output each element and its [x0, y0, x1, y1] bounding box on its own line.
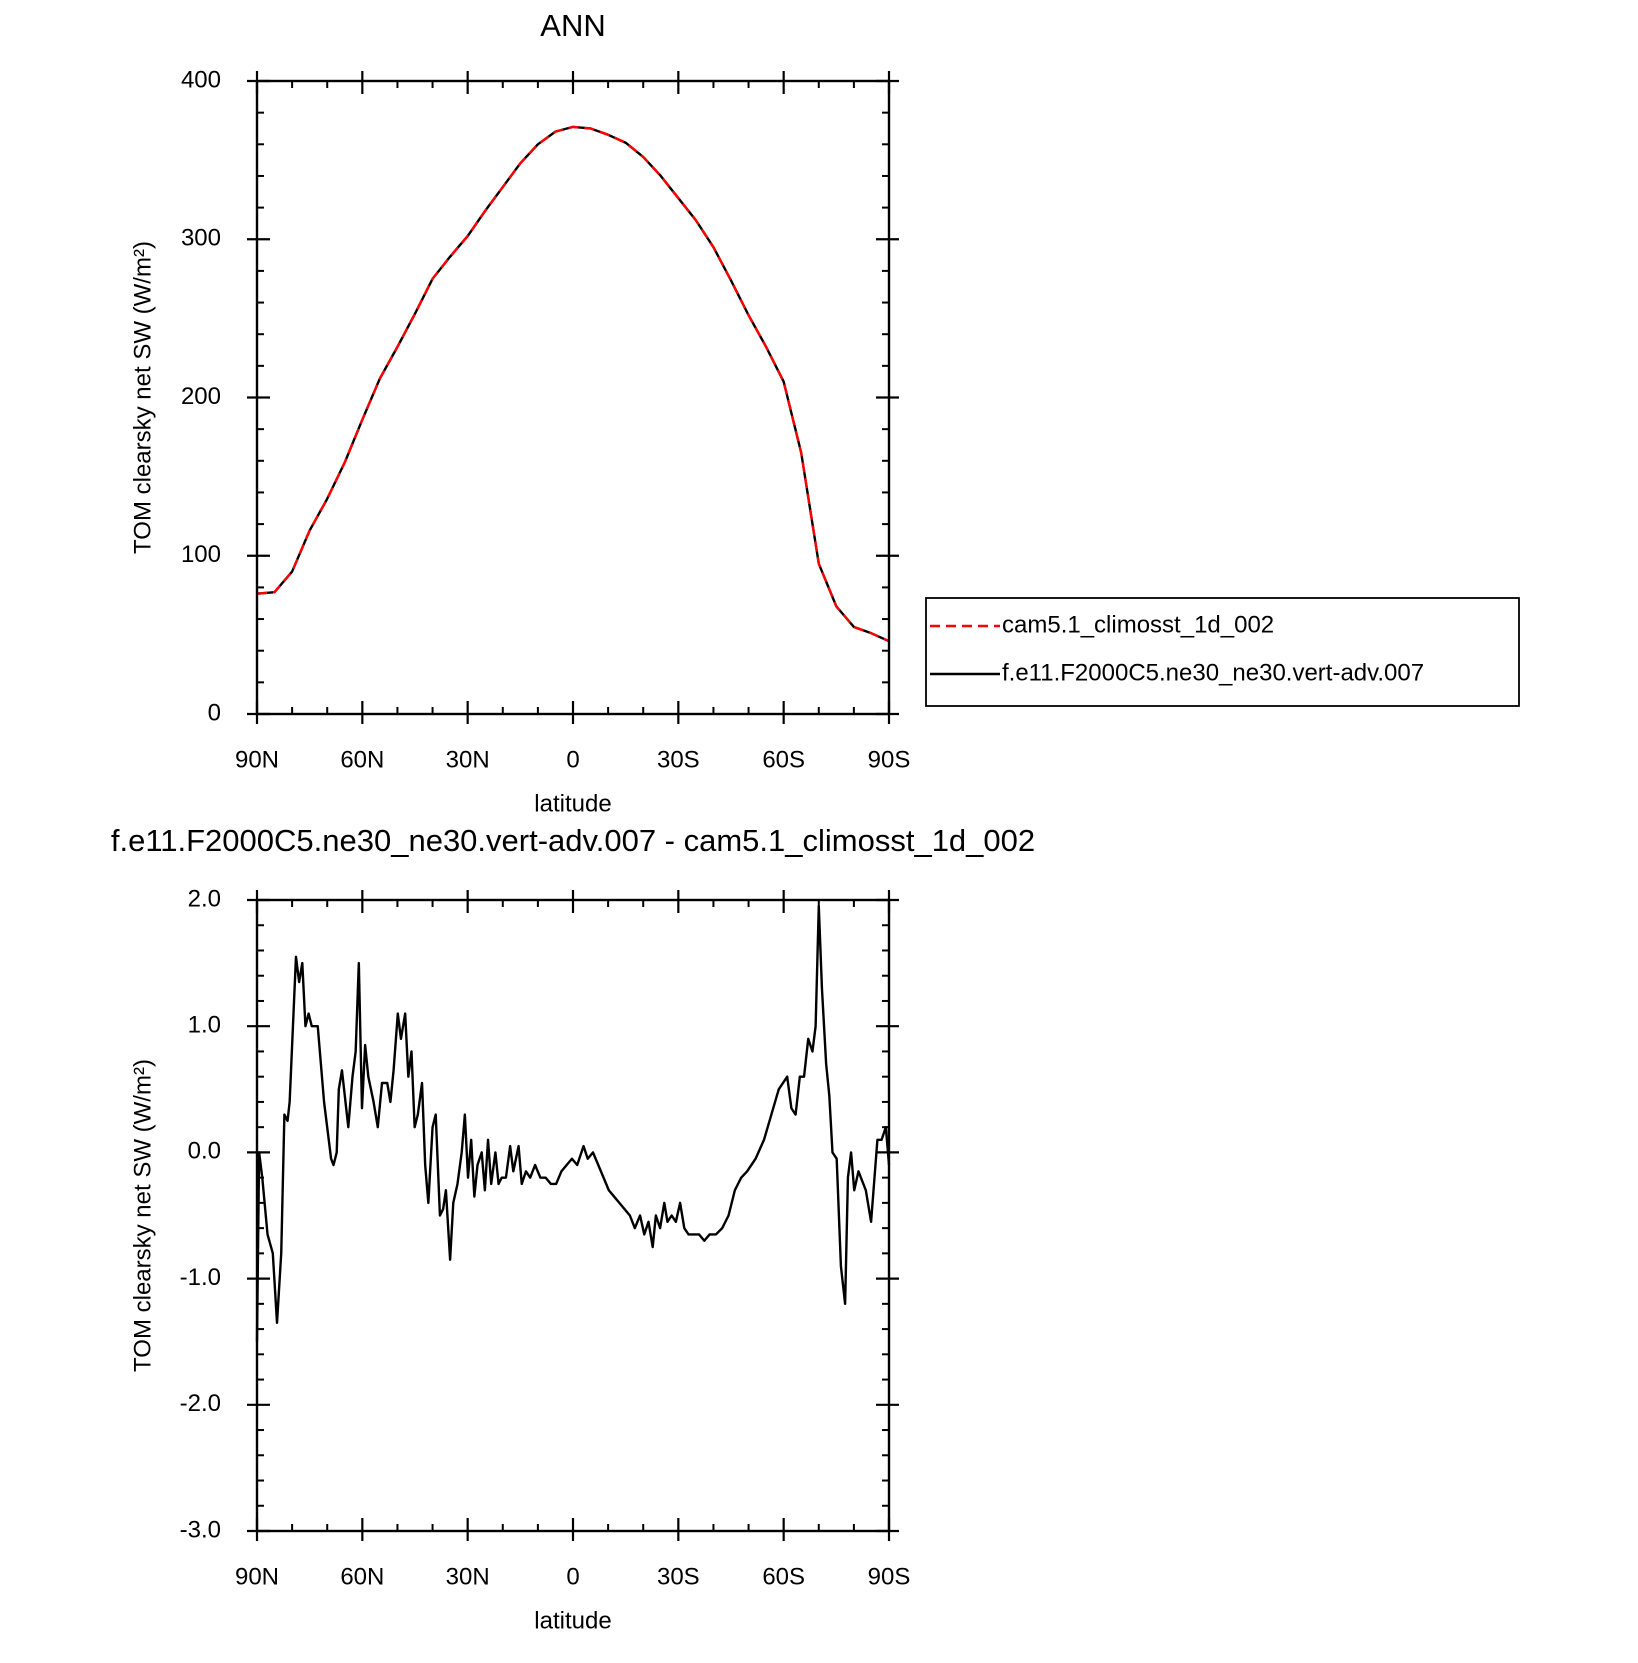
- y-tick-label: 100: [181, 541, 221, 568]
- y-tick-label: -3.0: [180, 1516, 221, 1543]
- y-tick-label: -2.0: [180, 1390, 221, 1417]
- chart-title: f.e11.F2000C5.ne30_ne30.vert-adv.007 - c…: [111, 823, 1035, 858]
- x-axis-label: latitude: [534, 790, 611, 817]
- x-tick-label: 60N: [340, 746, 384, 773]
- y-tick-label: 2.0: [188, 885, 221, 912]
- legend-box: [925, 597, 1520, 707]
- x-tick-label: 90N: [235, 746, 279, 773]
- x-tick-label: 0: [566, 746, 579, 773]
- series-line: [256, 125, 890, 643]
- series-line: [256, 125, 890, 643]
- y-tick-label: 400: [181, 66, 221, 93]
- plot-frame: [255, 79, 891, 716]
- x-tick-label: 90N: [235, 1563, 279, 1590]
- y-tick-label: 200: [181, 383, 221, 410]
- y-tick-label: 300: [181, 225, 221, 252]
- y-tick-label: -1.0: [180, 1264, 221, 1291]
- legend-label: f.e11.F2000C5.ne30_ne30.vert-adv.007: [1002, 659, 1424, 686]
- legend-label: cam5.1_climosst_1d_002: [1002, 611, 1274, 638]
- data-line: [255, 905, 891, 1342]
- x-tick-label: 30S: [657, 1563, 700, 1590]
- y-tick-label: 0: [208, 699, 221, 726]
- y-axis-label: TOM clearsky net SW (W/m²): [129, 241, 156, 554]
- x-tick-label: 60S: [762, 746, 805, 773]
- x-tick-label: 60S: [762, 1563, 805, 1590]
- x-tick-label: 90S: [868, 746, 911, 773]
- y-tick-label: 1.0: [188, 1012, 221, 1039]
- x-axis-label: latitude: [534, 1607, 611, 1634]
- y-axis-label: TOM clearsky net SW (W/m²): [129, 1059, 156, 1372]
- x-tick-label: 60N: [340, 1563, 384, 1590]
- x-tick-label: 90S: [868, 1563, 911, 1590]
- x-tick-label: 30N: [446, 746, 490, 773]
- x-tick-label: 30S: [657, 746, 700, 773]
- chart-title: ANN: [540, 8, 605, 43]
- x-tick-label: 0: [566, 1563, 579, 1590]
- plot-frame: [255, 898, 891, 1533]
- y-tick-label: 0.0: [188, 1138, 221, 1165]
- x-tick-label: 30N: [446, 1563, 490, 1590]
